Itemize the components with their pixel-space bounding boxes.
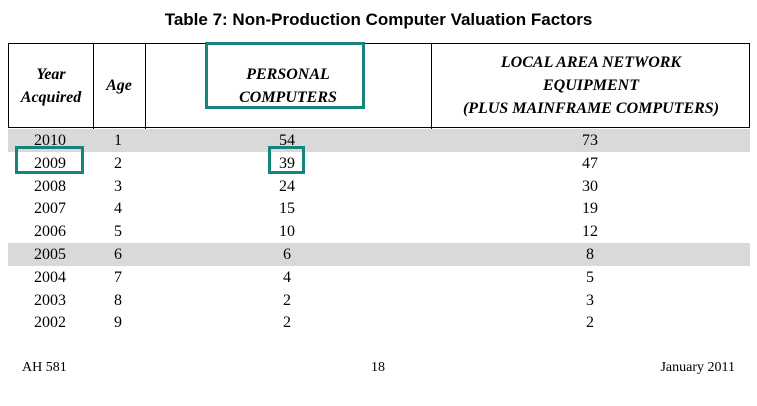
cell-lan-equipment: 5 <box>586 268 594 286</box>
cell-age: 5 <box>114 223 122 241</box>
cell-personal-computers: 39 <box>279 154 295 172</box>
table-row: 2004 7 4 5 <box>8 266 750 289</box>
highlight-box-value-39 <box>268 146 305 174</box>
cell-year: 2009 <box>34 154 66 172</box>
header-year-line1: Year <box>36 65 66 83</box>
table-row: 2002 9 2 2 <box>8 311 750 334</box>
cell-year: 2002 <box>34 314 66 332</box>
cell-lan-equipment: 47 <box>582 154 598 172</box>
header-year-acquired: Year Acquired <box>9 44 93 127</box>
cell-year: 2010 <box>34 132 66 149</box>
header-lan-line2: EQUIPMENT <box>542 77 639 94</box>
cell-lan-equipment: 19 <box>582 200 598 218</box>
cell-personal-computers: 54 <box>279 132 295 149</box>
cell-age: 7 <box>114 268 122 286</box>
cell-personal-computers: 4 <box>283 268 291 286</box>
cell-age: 1 <box>114 132 122 149</box>
cell-year: 2005 <box>34 246 66 263</box>
table-row: 2009 2 39 47 <box>8 152 750 175</box>
header-age-label: Age <box>106 77 132 94</box>
cell-age: 2 <box>114 154 122 172</box>
cell-lan-equipment: 30 <box>582 177 598 195</box>
cell-personal-computers: 2 <box>283 314 291 332</box>
cell-personal-computers: 24 <box>279 177 295 195</box>
table-row: 2007 4 15 19 <box>8 197 750 220</box>
cell-lan-equipment: 3 <box>586 291 594 309</box>
footer-page-number: 18 <box>371 360 385 375</box>
column-divider <box>145 44 146 129</box>
column-divider <box>93 44 94 129</box>
cell-age: 6 <box>114 246 122 263</box>
footer-date: January 2011 <box>660 360 735 375</box>
table-row: 2003 8 2 3 <box>8 289 750 312</box>
cell-lan-equipment: 12 <box>582 223 598 241</box>
cell-age: 4 <box>114 200 122 218</box>
cell-personal-computers: 6 <box>283 246 291 263</box>
cell-lan-equipment: 2 <box>586 314 594 332</box>
footer-document-id: AH 581 <box>22 360 67 375</box>
header-lan-line3: (PLUS MAINFRAME COMPUTERS) <box>462 100 720 117</box>
table-row: 2006 5 10 12 <box>8 220 750 243</box>
cell-age: 9 <box>114 314 122 332</box>
header-age: Age <box>93 44 145 127</box>
highlight-box-year-2009 <box>15 146 84 174</box>
header-pc-line2: COMPUTERS <box>239 88 337 106</box>
cell-lan-equipment: 8 <box>586 246 594 263</box>
valuation-table: Year Acquired Age PERSONAL COMPUTERS LOC… <box>8 43 750 335</box>
header-pc-line1: PERSONAL <box>246 65 330 83</box>
cell-year: 2006 <box>34 223 66 241</box>
table-row: 2008 3 24 30 <box>8 175 750 198</box>
column-divider <box>431 44 432 129</box>
header-lan-equipment: LOCAL AREA NETWORK EQUIPMENT (PLUS MAINF… <box>431 44 751 127</box>
cell-personal-computers: 10 <box>279 223 295 241</box>
cell-year: 2008 <box>34 177 66 195</box>
table-row: 2005 6 6 8 <box>8 243 750 266</box>
cell-year: 2004 <box>34 268 66 286</box>
header-personal-computers: PERSONAL COMPUTERS <box>145 44 431 127</box>
cell-personal-computers: 15 <box>279 200 295 218</box>
cell-age: 3 <box>114 177 122 195</box>
cell-lan-equipment: 73 <box>582 132 598 149</box>
highlight-box-personal-computers <box>205 42 365 109</box>
cell-year: 2007 <box>34 200 66 218</box>
header-year-line2: Acquired <box>20 88 82 106</box>
cell-personal-computers: 2 <box>283 291 291 309</box>
table-row: 2010 1 54 73 <box>8 129 750 152</box>
cell-age: 8 <box>114 291 122 309</box>
cell-year: 2003 <box>34 291 66 309</box>
table-title: Table 7: Non-Production Computer Valuati… <box>164 10 593 29</box>
table-header: Year Acquired Age PERSONAL COMPUTERS LOC… <box>8 43 751 129</box>
header-lan-line1: LOCAL AREA NETWORK <box>500 54 682 71</box>
